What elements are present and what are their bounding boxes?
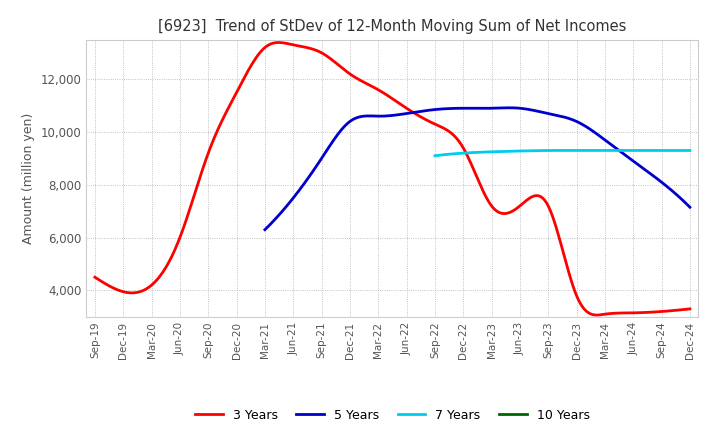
Line: 3 Years: 3 Years xyxy=(95,43,690,315)
3 Years xyxy=(447,130,456,136)
5 Years xyxy=(620,152,629,157)
Line: 5 Years: 5 Years xyxy=(265,108,690,230)
3 Years xyxy=(592,312,600,318)
Legend: 3 Years, 5 Years, 7 Years, 10 Years: 3 Years, 5 Years, 7 Years, 10 Years xyxy=(190,404,595,427)
3 Years xyxy=(93,276,102,281)
7 Years xyxy=(583,148,592,153)
7 Years xyxy=(555,148,564,153)
5 Years xyxy=(505,105,513,110)
5 Years xyxy=(513,106,522,111)
3 Years xyxy=(596,312,605,317)
7 Years xyxy=(588,148,596,153)
7 Years xyxy=(582,148,591,153)
5 Years xyxy=(261,227,269,232)
7 Years xyxy=(431,153,440,158)
Y-axis label: Amount (million yen): Amount (million yen) xyxy=(22,113,35,244)
Title: [6923]  Trend of StDev of 12-Month Moving Sum of Net Incomes: [6923] Trend of StDev of 12-Month Moving… xyxy=(158,19,626,34)
5 Years xyxy=(522,106,531,112)
5 Years xyxy=(685,205,694,210)
3 Years xyxy=(91,275,99,280)
3 Years xyxy=(445,129,454,134)
3 Years xyxy=(685,306,694,312)
5 Years xyxy=(647,172,656,177)
5 Years xyxy=(262,226,271,231)
7 Years xyxy=(662,148,671,153)
3 Years xyxy=(456,142,465,147)
5 Years xyxy=(515,106,523,111)
Line: 7 Years: 7 Years xyxy=(435,150,690,156)
3 Years xyxy=(634,310,642,315)
7 Years xyxy=(685,148,694,153)
3 Years xyxy=(274,40,282,45)
7 Years xyxy=(647,148,655,153)
7 Years xyxy=(431,153,439,158)
